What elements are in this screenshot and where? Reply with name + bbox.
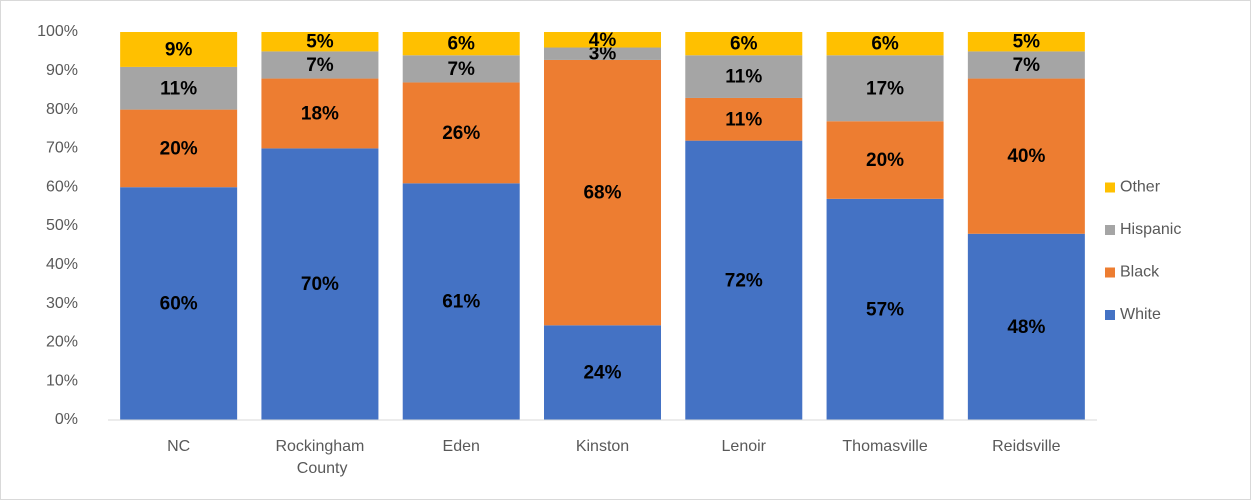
data-label: 11% bbox=[725, 67, 762, 88]
x-tick-label: Eden bbox=[443, 438, 480, 455]
data-label: 5% bbox=[1013, 32, 1041, 53]
data-label: 7% bbox=[447, 59, 475, 80]
y-tick-label: 10% bbox=[46, 372, 78, 389]
x-tick-label: Kinston bbox=[576, 438, 629, 455]
bar-segment bbox=[402, 82, 520, 184]
legend-label: Hispanic bbox=[1120, 221, 1181, 238]
bar-segment bbox=[826, 32, 944, 56]
y-tick-label: 60% bbox=[46, 178, 78, 195]
x-tick-label: Lenoir bbox=[722, 438, 767, 455]
legend-label: Other bbox=[1120, 179, 1161, 196]
data-label: 20% bbox=[866, 150, 904, 171]
bar-segment bbox=[685, 97, 803, 141]
data-label: 7% bbox=[306, 55, 334, 76]
data-label: 40% bbox=[1007, 146, 1045, 167]
bar-segment bbox=[402, 55, 520, 83]
bar-segment bbox=[120, 66, 238, 110]
y-tick-label: 0% bbox=[55, 411, 78, 428]
legend-swatch bbox=[1105, 267, 1115, 278]
data-label: 60% bbox=[160, 294, 198, 315]
data-label: 72% bbox=[725, 270, 763, 291]
data-label: 6% bbox=[730, 34, 758, 55]
y-tick-label: 30% bbox=[46, 295, 78, 312]
data-label: 9% bbox=[165, 39, 193, 60]
legend-swatch bbox=[1105, 225, 1115, 235]
data-label: 20% bbox=[160, 138, 198, 159]
bar-segment bbox=[261, 148, 379, 420]
bar-segment bbox=[967, 51, 1085, 79]
y-tick-label: 80% bbox=[46, 101, 78, 118]
data-label: 11% bbox=[160, 78, 197, 99]
bar-segment bbox=[261, 32, 379, 52]
data-label: 70% bbox=[301, 274, 339, 295]
bar-segment bbox=[544, 32, 661, 48]
bar-segment bbox=[402, 32, 520, 56]
data-label: 6% bbox=[871, 34, 899, 55]
y-tick-label: 70% bbox=[46, 140, 78, 157]
data-label: 4% bbox=[589, 30, 617, 51]
bar-segment bbox=[120, 109, 238, 188]
data-label: 17% bbox=[866, 78, 904, 99]
y-tick-label: 40% bbox=[46, 256, 78, 273]
y-tick-label: 100% bbox=[37, 23, 78, 40]
data-label: 3% bbox=[589, 44, 617, 65]
bar-segment bbox=[120, 187, 238, 420]
bar-segment bbox=[685, 32, 803, 56]
data-label: 7% bbox=[1013, 55, 1041, 76]
x-tick-label: Thomasville bbox=[842, 438, 927, 455]
data-label: 26% bbox=[442, 123, 480, 144]
data-label: 68% bbox=[583, 183, 621, 204]
bar-segment bbox=[826, 55, 944, 122]
x-tick-label: Reidsville bbox=[992, 438, 1061, 455]
bar-segment bbox=[967, 78, 1085, 234]
bar-segment bbox=[402, 183, 520, 420]
legend-swatch bbox=[1105, 310, 1115, 320]
data-label: 48% bbox=[1007, 317, 1045, 338]
legend-swatch bbox=[1105, 182, 1115, 193]
y-tick-label: 20% bbox=[46, 334, 78, 351]
data-label: 18% bbox=[301, 103, 339, 124]
data-label: 11% bbox=[725, 109, 762, 130]
y-tick-label: 50% bbox=[46, 217, 78, 234]
data-label: 6% bbox=[447, 34, 475, 55]
bar-segment bbox=[261, 51, 379, 79]
bar-segment bbox=[544, 47, 661, 60]
y-tick-label: 90% bbox=[46, 62, 78, 79]
x-tick-label: Rockingham County bbox=[275, 438, 364, 477]
bar-segment bbox=[826, 121, 944, 199]
bar-segment bbox=[120, 32, 238, 67]
bar-segment bbox=[544, 325, 661, 420]
bar-segment bbox=[685, 55, 803, 98]
bar-segment bbox=[261, 78, 379, 149]
bar-segment bbox=[967, 32, 1085, 52]
data-label: 5% bbox=[306, 32, 334, 53]
data-label: 24% bbox=[583, 363, 621, 384]
x-tick-label: NC bbox=[167, 438, 190, 455]
bar-segment bbox=[685, 140, 803, 420]
data-label: 61% bbox=[442, 292, 480, 313]
legend-label: Black bbox=[1120, 264, 1160, 281]
bar-segment bbox=[826, 198, 944, 420]
bar-segment bbox=[967, 233, 1085, 420]
data-label: 57% bbox=[866, 299, 904, 320]
legend-label: White bbox=[1120, 306, 1161, 323]
bar-segment bbox=[544, 59, 661, 326]
